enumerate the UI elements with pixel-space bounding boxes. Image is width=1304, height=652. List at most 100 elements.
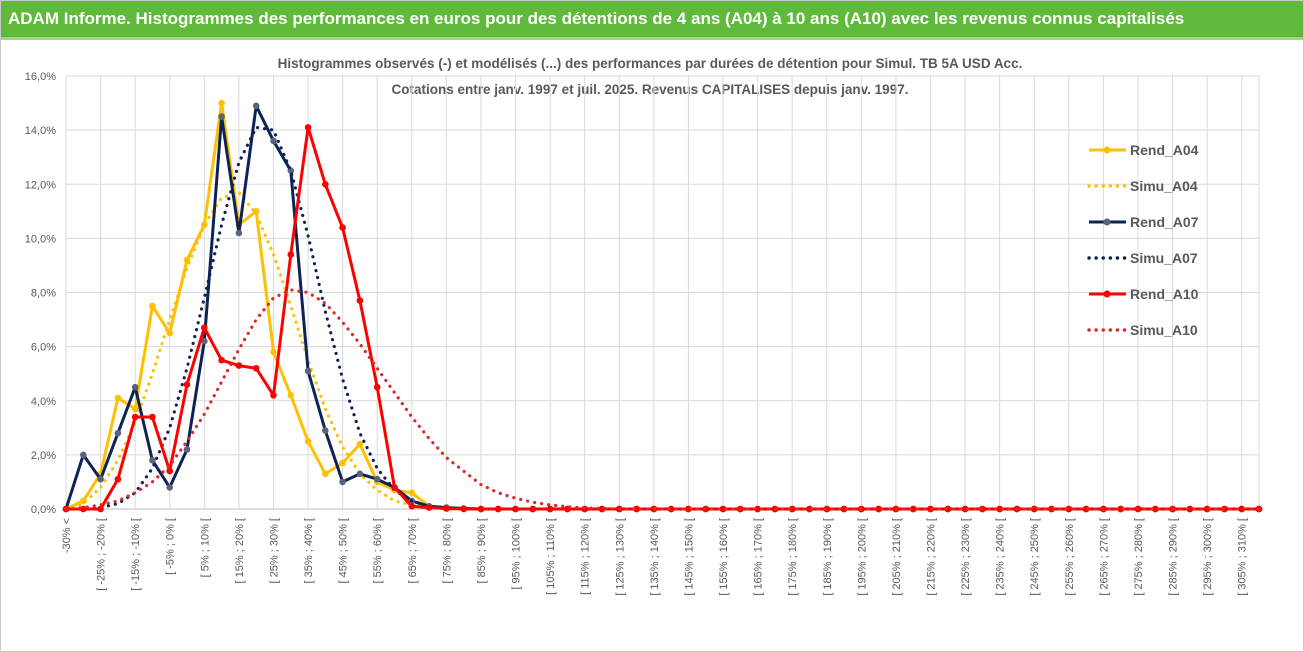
data-point [97, 505, 104, 513]
y-tick-label: 14,0% [25, 125, 56, 137]
data-point [218, 113, 225, 120]
data-point [287, 251, 295, 258]
data-point [425, 504, 433, 511]
data-point [80, 451, 87, 459]
x-tick-label: [ 295% ; 300% [ [1202, 518, 1214, 596]
x-tick-label: [ 105% ; 110% [ [545, 518, 557, 595]
data-point [270, 348, 277, 356]
data-point [270, 137, 277, 145]
x-tick-label: [ 265% ; 270% [ [1098, 518, 1110, 596]
x-tick-label: [ 165% ; 170% [ [753, 518, 765, 596]
data-point [339, 459, 346, 467]
x-tick-label: [ 155% ; 160% [ [718, 518, 730, 596]
data-point [218, 356, 225, 364]
y-tick-label: 16,0% [25, 71, 56, 83]
x-tick-label: [ -5% ; 0% [ [165, 518, 177, 575]
data-point [460, 505, 468, 513]
legend-marker [1103, 146, 1111, 154]
legend-label: Simu_A07 [1130, 250, 1198, 266]
x-tick-label: -30% < [61, 518, 73, 553]
data-point [754, 505, 761, 513]
x-tick-label: [ 235% ; 240% [ [995, 518, 1007, 596]
report-header: ADAM Informe. Histogrammes des performan… [1, 1, 1303, 37]
header-accent-bar [1, 37, 1303, 40]
data-point [322, 427, 329, 434]
data-point [685, 505, 692, 513]
legend-label: Rend_A07 [1130, 214, 1199, 230]
y-tick-label: 0,0% [31, 504, 56, 516]
x-tick-label: [ 215% ; 220% [ [925, 518, 937, 596]
legend-label: Rend_A10 [1130, 286, 1199, 302]
data-point [1082, 505, 1090, 513]
data-point [944, 505, 952, 513]
series-line-simu-a04 [64, 190, 1261, 511]
data-point [114, 475, 122, 483]
data-point [131, 383, 139, 391]
data-point [218, 99, 225, 107]
x-tick-label: [ 95% ; 100% [ [511, 518, 523, 590]
data-point [235, 362, 243, 369]
data-point [1030, 505, 1038, 513]
data-point [287, 392, 295, 399]
x-tick-label: [ 275% ; 280% [ [1133, 518, 1145, 596]
x-tick-label: [ 115% ; 120% [ [580, 518, 592, 595]
legend-label: Simu_A10 [1130, 322, 1198, 338]
x-tick-label: [ 195% ; 200% [ [856, 518, 868, 596]
data-point [909, 505, 917, 513]
x-tick-label: [ 85% ; 90% [ [476, 518, 488, 583]
y-tick-label: 6,0% [31, 342, 56, 354]
data-point [183, 381, 191, 388]
data-point [788, 505, 796, 513]
legend-label: Simu_A04 [1130, 178, 1198, 194]
data-point [356, 440, 364, 448]
x-tick-label: [ 15% ; 20% [ [234, 518, 246, 583]
x-tick-label: [ 205% ; 210% [ [891, 518, 903, 596]
data-point [252, 365, 260, 372]
y-tick-label: 2,0% [31, 450, 56, 462]
series-line-rend-a04 [65, 101, 1259, 511]
data-point [546, 505, 554, 513]
y-tick-label: 12,0% [25, 179, 56, 191]
data-point [149, 302, 156, 310]
x-tick-label: [ 35% ; 40% [ [303, 518, 315, 583]
legend: Rend_A04 Simu_A04 Rend_A07 Simu_A07 Rend_A10… [1087, 142, 1199, 338]
legend-marker [1103, 218, 1111, 226]
series-line-simu-a10 [64, 288, 1261, 511]
data-point [1065, 505, 1073, 513]
data-point [875, 505, 882, 513]
data-point [339, 224, 346, 231]
data-point [356, 470, 364, 478]
x-tick-label: [ 255% ; 260% [ [1064, 518, 1076, 596]
data-point [149, 457, 156, 464]
data-point [356, 297, 364, 304]
data-point [97, 475, 104, 483]
x-tick-label: [ 245% ; 250% [ [1029, 518, 1041, 596]
data-point [131, 405, 139, 413]
series-lines [62, 99, 1263, 513]
x-tick-label: [ 5% ; 10% [ [199, 518, 211, 577]
legend-marker [1103, 290, 1111, 298]
data-point [529, 505, 537, 513]
data-point [339, 478, 346, 486]
data-point [477, 505, 485, 513]
legend-label: Rend_A04 [1130, 142, 1199, 158]
data-point [183, 446, 191, 453]
data-point [408, 503, 416, 510]
chart-subtitle: Cotations entre janv. 1997 et juil. 2025… [392, 82, 909, 97]
data-point [373, 475, 381, 483]
data-point [996, 505, 1003, 513]
data-point [149, 413, 156, 421]
data-point [391, 484, 398, 491]
data-point [598, 505, 606, 513]
data-point [252, 102, 260, 110]
data-point [408, 489, 416, 497]
data-point [322, 470, 329, 478]
x-tick-label: [ 145% ; 150% [ [683, 518, 695, 596]
data-point [114, 394, 122, 402]
x-tick-label: [ 125% ; 130% [ [614, 518, 626, 596]
y-tick-label: 4,0% [31, 396, 56, 408]
data-point [114, 429, 122, 437]
data-point [322, 181, 329, 188]
